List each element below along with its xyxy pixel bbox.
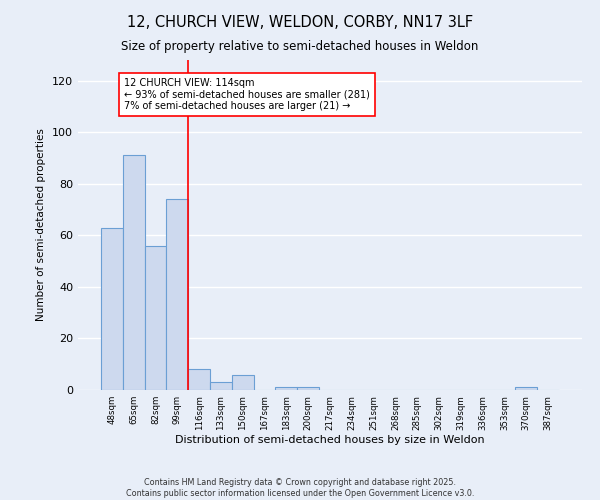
Bar [145, 246, 166, 390]
Text: Size of property relative to semi-detached houses in Weldon: Size of property relative to semi-detach… [121, 40, 479, 53]
Text: Contains HM Land Registry data © Crown copyright and database right 2025.
Contai: Contains HM Land Registry data © Crown c… [126, 478, 474, 498]
Y-axis label: Number of semi-detached properties: Number of semi-detached properties [37, 128, 46, 322]
Bar [297, 388, 319, 390]
Bar [232, 374, 254, 390]
Bar [101, 228, 123, 390]
Text: 12 CHURCH VIEW: 114sqm
← 93% of semi-detached houses are smaller (281)
7% of sem: 12 CHURCH VIEW: 114sqm ← 93% of semi-det… [124, 78, 370, 111]
Bar [275, 388, 297, 390]
Bar [210, 382, 232, 390]
Text: 12, CHURCH VIEW, WELDON, CORBY, NN17 3LF: 12, CHURCH VIEW, WELDON, CORBY, NN17 3LF [127, 15, 473, 30]
X-axis label: Distribution of semi-detached houses by size in Weldon: Distribution of semi-detached houses by … [175, 436, 485, 446]
Bar [188, 370, 210, 390]
Bar [166, 199, 188, 390]
Bar [515, 388, 537, 390]
Bar [123, 156, 145, 390]
